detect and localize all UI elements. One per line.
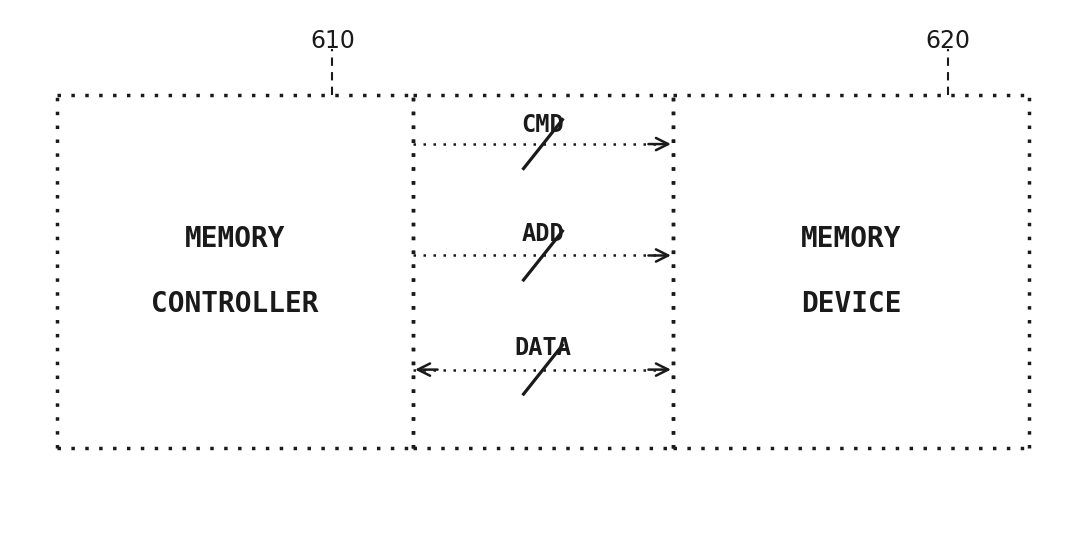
Text: MEMORY: MEMORY [800, 225, 901, 253]
Text: DEVICE: DEVICE [800, 290, 901, 318]
Text: CONTROLLER: CONTROLLER [151, 290, 319, 318]
Text: 620: 620 [925, 29, 971, 53]
Text: DATA: DATA [515, 336, 571, 360]
Text: 610: 610 [310, 29, 355, 53]
Text: MEMORY: MEMORY [185, 225, 286, 253]
Text: CMD: CMD [521, 113, 565, 137]
Text: ADD: ADD [521, 222, 565, 246]
